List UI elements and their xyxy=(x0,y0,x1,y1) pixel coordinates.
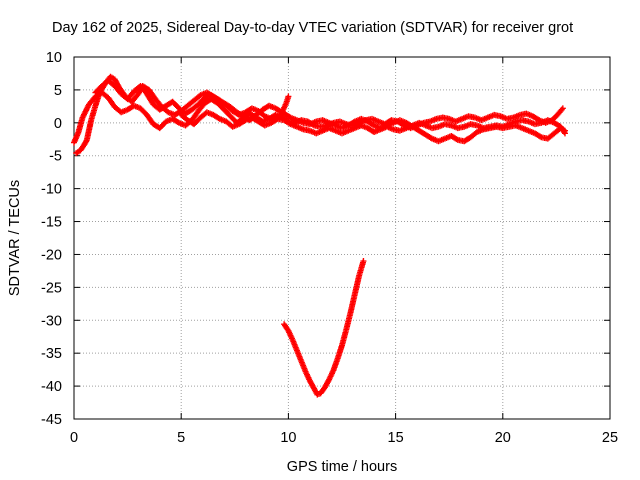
y-tick-label: -10 xyxy=(41,182,62,198)
y-axis-label: SDTVAR / TECUs xyxy=(7,180,23,296)
data-point xyxy=(561,130,568,137)
data-point xyxy=(559,105,566,112)
y-tick-label: -5 xyxy=(49,149,62,165)
data-point xyxy=(360,258,367,265)
x-axis-label: GPS time / hours xyxy=(287,459,397,475)
chart-title: Day 162 of 2025, Sidereal Day-to-day VTE… xyxy=(52,20,573,36)
y-tick-label: -20 xyxy=(41,247,62,263)
y-tick-label: -30 xyxy=(41,313,62,329)
axis-ticks: 0 5 10 15 20 25 10 5 0 -5 -10 -15 -20 -25 -30 -35 -40 -45 xyxy=(41,50,618,446)
x-tick-label: 25 xyxy=(602,430,618,446)
y-tick-label: 5 xyxy=(54,83,62,99)
data-point xyxy=(537,133,544,140)
y-tick-label: 10 xyxy=(46,50,62,66)
series-trace-d xyxy=(178,109,568,137)
y-tick-label: -45 xyxy=(41,412,62,428)
x-tick-label: 10 xyxy=(280,430,296,446)
series-trace-e xyxy=(281,258,367,398)
y-tick-label: -35 xyxy=(41,346,62,362)
x-tick-label: 0 xyxy=(70,430,78,446)
plot-area-frame xyxy=(73,56,611,420)
data-point xyxy=(453,136,460,143)
y-tick-label: -40 xyxy=(41,379,62,395)
x-tick-label: 15 xyxy=(388,430,404,446)
y-tick-label: -25 xyxy=(41,280,62,296)
data-layer xyxy=(71,73,568,398)
x-tick-label: 5 xyxy=(177,430,185,446)
y-tick-label: -15 xyxy=(41,215,62,231)
data-point xyxy=(285,93,292,100)
series-trace-a xyxy=(71,89,566,146)
y-tick-label: 0 xyxy=(54,116,62,132)
grid-layer xyxy=(74,57,610,419)
x-tick-label: 20 xyxy=(495,430,511,446)
